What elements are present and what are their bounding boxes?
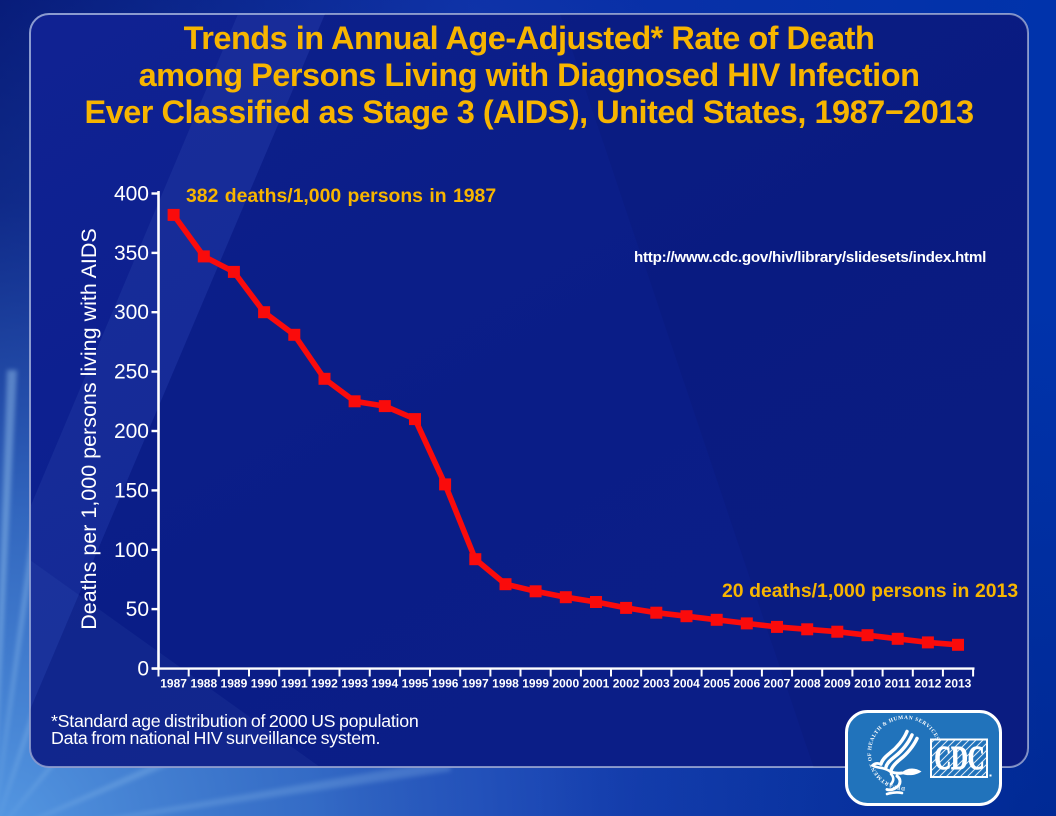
svg-text:2004: 2004 bbox=[673, 677, 700, 691]
svg-text:300: 300 bbox=[114, 301, 149, 324]
svg-text:1993: 1993 bbox=[341, 677, 368, 691]
svg-text:1994: 1994 bbox=[371, 677, 398, 691]
svg-text:2012: 2012 bbox=[915, 677, 942, 691]
svg-text:1999: 1999 bbox=[522, 677, 549, 691]
svg-text:1997: 1997 bbox=[462, 677, 489, 691]
svg-text:2000: 2000 bbox=[552, 677, 579, 691]
svg-text:1990: 1990 bbox=[251, 677, 278, 691]
svg-text:2005: 2005 bbox=[703, 677, 730, 691]
svg-text:2009: 2009 bbox=[824, 677, 851, 691]
svg-text:1992: 1992 bbox=[311, 677, 338, 691]
svg-text:2003: 2003 bbox=[643, 677, 670, 691]
svg-text:2001: 2001 bbox=[583, 677, 610, 691]
svg-text:1987: 1987 bbox=[160, 677, 187, 691]
svg-text:2013: 2013 bbox=[945, 677, 972, 691]
svg-text:2006: 2006 bbox=[733, 677, 760, 691]
svg-text:2008: 2008 bbox=[794, 677, 821, 691]
svg-text:1991: 1991 bbox=[281, 677, 308, 691]
svg-text:2002: 2002 bbox=[613, 677, 640, 691]
svg-text:1989: 1989 bbox=[221, 677, 248, 691]
svg-text:100: 100 bbox=[114, 539, 149, 562]
svg-text:1988: 1988 bbox=[190, 677, 217, 691]
svg-text:2011: 2011 bbox=[885, 677, 911, 691]
svg-text:2010: 2010 bbox=[854, 677, 881, 691]
svg-text:200: 200 bbox=[114, 420, 149, 443]
svg-text:2007: 2007 bbox=[764, 677, 791, 691]
svg-text:350: 350 bbox=[114, 242, 149, 265]
svg-text:400: 400 bbox=[114, 183, 149, 206]
svg-text:Deaths per 1,000 persons livin: Deaths per 1,000 persons living with AID… bbox=[77, 228, 101, 630]
svg-text:1995: 1995 bbox=[402, 677, 429, 691]
svg-text:0: 0 bbox=[137, 658, 149, 681]
svg-text:CDC: CDC bbox=[935, 740, 985, 777]
svg-text:1996: 1996 bbox=[432, 677, 459, 691]
svg-text:1998: 1998 bbox=[492, 677, 519, 691]
svg-text:250: 250 bbox=[114, 361, 149, 384]
svg-text:150: 150 bbox=[114, 479, 149, 502]
svg-text:50: 50 bbox=[126, 598, 149, 621]
